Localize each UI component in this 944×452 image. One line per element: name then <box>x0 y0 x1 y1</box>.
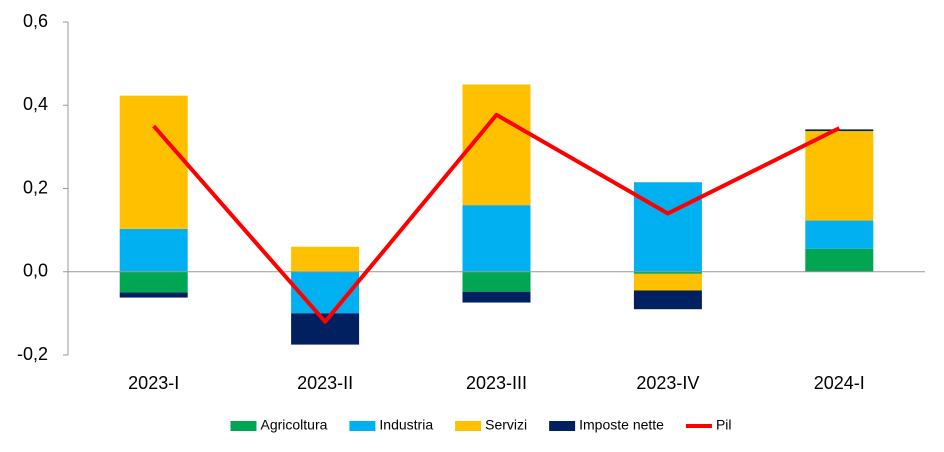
x-tick-label: 2023-III <box>466 373 527 393</box>
bar <box>633 273 702 291</box>
legend-label: Imposte nette <box>579 417 664 433</box>
legend-item: Pil <box>685 417 732 433</box>
legend-swatch <box>455 421 482 431</box>
bar <box>633 290 702 310</box>
legend-item: Industria <box>349 417 433 433</box>
x-tick-label: 2023-IV <box>636 373 699 393</box>
legend-swatch <box>349 421 376 431</box>
legend-label: Servizi <box>485 417 527 433</box>
bar <box>119 95 188 229</box>
bar <box>462 271 531 292</box>
bar <box>805 131 874 221</box>
bar <box>119 271 188 293</box>
bar <box>633 182 702 272</box>
y-tick-label: 0,2 <box>23 177 48 197</box>
line <box>152 112 841 324</box>
y-tick-label: 0,0 <box>23 261 48 281</box>
bar <box>291 246 360 272</box>
legend-item: Agricoltura <box>230 417 328 433</box>
x-tick-label: 2023-I <box>128 373 179 393</box>
legend-swatch <box>230 421 257 431</box>
legend-label: Industria <box>379 417 433 433</box>
x-tick-label: 2024-I <box>814 373 865 393</box>
y-tick-label: -0,2 <box>17 344 48 364</box>
legend-item: Imposte nette <box>549 417 664 433</box>
legend-swatch <box>549 421 576 431</box>
legend-label: Agricoltura <box>260 417 327 433</box>
bar <box>119 292 188 298</box>
bar <box>805 248 874 272</box>
y-tick-label: 0,6 <box>23 11 48 31</box>
bar <box>462 291 531 303</box>
bar <box>462 205 531 272</box>
bar <box>119 228 188 272</box>
y-tick-label: 0,4 <box>23 94 48 114</box>
bar <box>291 313 360 345</box>
legend-label: Pil <box>716 417 732 433</box>
x-tick-label: 2023-II <box>297 373 353 393</box>
bar <box>633 271 702 274</box>
legend-item: Servizi <box>455 417 527 433</box>
bar <box>805 220 874 249</box>
